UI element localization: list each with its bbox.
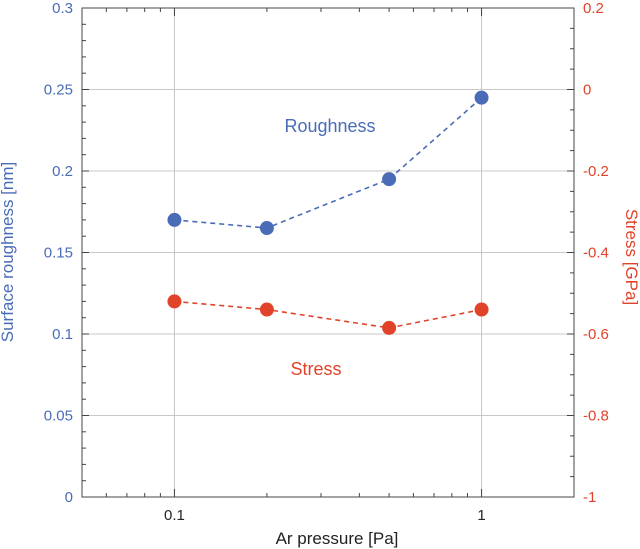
right-tick-label: -0.8 [583,408,609,425]
data-point-stress [474,302,489,317]
x-tick-label: 0.1 [164,507,185,524]
series-label-stress: Stress [290,359,341,379]
right-tick-label: -0.4 [583,245,609,262]
left-axis-title: Surface roughness [nm] [0,162,17,342]
data-point-roughness [474,90,489,105]
right-tick-label: -1 [583,489,596,506]
data-point-stress [167,294,182,309]
left-axis: 0 0.05 0.1 0.15 0.2 0.25 0.3 [44,0,89,506]
x-axis-title: Ar pressure [Pa] [276,529,399,548]
left-tick-label: 0.2 [52,163,73,180]
right-tick-label: 0 [583,82,591,99]
left-tick-label: 0.1 [52,326,73,343]
x-tick-label: 1 [477,507,485,524]
right-tick-label: -0.2 [583,163,609,180]
left-tick-label: 0.05 [44,408,73,425]
left-tick-label: 0.15 [44,245,73,262]
right-tick-label: 0.2 [583,0,604,17]
left-tick-label: 0 [65,489,73,506]
data-point-roughness [167,212,182,227]
data-point-stress [259,302,274,317]
grid-lines [82,7,574,498]
series-line-roughness [174,97,483,229]
bottom-axis: 0.1 1 [105,8,486,524]
data-point-roughness [382,172,397,187]
series-line-stress [174,300,482,329]
left-tick-label: 0.3 [52,0,73,17]
left-tick-label: 0.25 [44,82,73,99]
right-tick-label: -0.6 [583,326,609,343]
series [167,90,489,335]
data-point-roughness [259,221,274,236]
right-axis-title: Stress [GPa] [622,209,640,305]
data-point-stress [382,320,397,335]
series-label-roughness: Roughness [284,116,375,136]
right-axis: -1 -0.8 -0.6 -0.4 -0.2 0 0.2 [567,0,609,506]
